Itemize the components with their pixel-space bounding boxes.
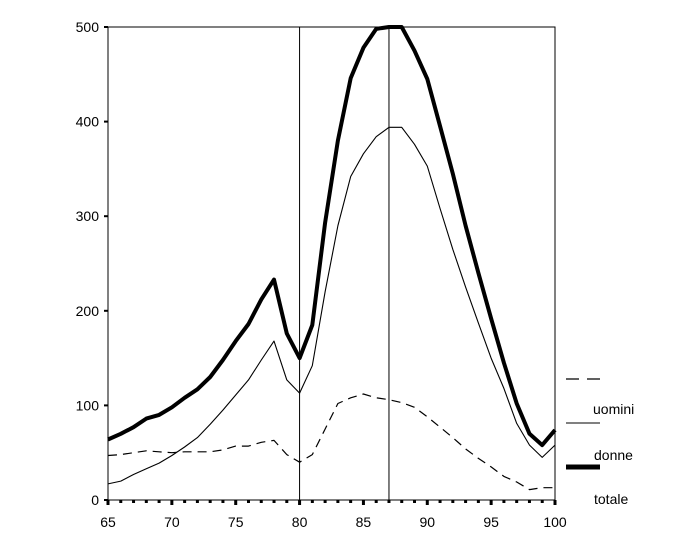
x-tick-label: 80	[292, 514, 308, 530]
y-tick-label: 100	[76, 397, 100, 413]
axes: 0 100 200 300 400 500 65 70 75 80 85 90 95 100	[76, 19, 567, 530]
x-tick-label: 85	[356, 514, 372, 530]
y-tick-label: 300	[76, 208, 100, 224]
x-tick-label: 100	[543, 514, 567, 530]
legend: uomini donne totale	[566, 378, 634, 507]
x-tick-label: 90	[419, 514, 435, 530]
y-tick-label: 200	[76, 303, 100, 319]
series-line-uomini	[107, 393, 555, 491]
x-tick-label: 75	[228, 514, 244, 530]
x-tick-label: 70	[164, 514, 180, 530]
legend-label-donne: donne	[594, 447, 633, 463]
legend-label-uomini: uomini	[593, 401, 634, 417]
x-tick-label: 95	[483, 514, 499, 530]
series-layer	[107, 25, 557, 491]
plot-frame	[107, 26, 556, 501]
y-tick-label: 0	[91, 492, 99, 508]
series-line-totale	[107, 25, 557, 448]
grid	[299, 27, 390, 500]
y-tick-label: 500	[76, 19, 100, 35]
legend-label-totale: totale	[594, 491, 628, 507]
x-tick-label: 65	[100, 514, 116, 530]
series-line-donne	[107, 126, 556, 485]
y-tick-label: 400	[76, 114, 100, 130]
